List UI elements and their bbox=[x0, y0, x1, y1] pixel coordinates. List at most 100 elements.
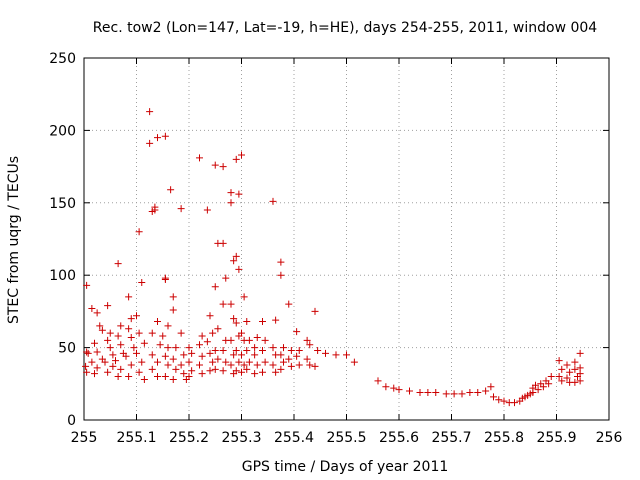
data-point bbox=[251, 370, 259, 378]
data-point bbox=[374, 377, 382, 385]
data-point bbox=[343, 351, 350, 359]
y-tick-label: 50 bbox=[58, 341, 76, 357]
data-point bbox=[277, 351, 285, 359]
data-point bbox=[245, 336, 253, 344]
y-tick-label: 250 bbox=[49, 51, 76, 67]
x-tick-label: 255.4 bbox=[274, 430, 314, 446]
data-point bbox=[140, 339, 148, 347]
data-point bbox=[474, 388, 482, 396]
data-point bbox=[261, 336, 269, 344]
data-point bbox=[238, 351, 245, 359]
data-point bbox=[545, 380, 553, 388]
data-point bbox=[185, 358, 193, 366]
data-point bbox=[295, 346, 303, 354]
data-point bbox=[227, 199, 235, 207]
data-point bbox=[235, 265, 243, 273]
data-point bbox=[529, 388, 537, 396]
data-point bbox=[230, 257, 238, 265]
data-point bbox=[277, 271, 285, 279]
data-point bbox=[222, 358, 230, 366]
data-point bbox=[269, 197, 277, 205]
data-point bbox=[219, 300, 227, 308]
data-point bbox=[280, 358, 287, 366]
data-point bbox=[269, 361, 277, 369]
data-point bbox=[98, 326, 106, 334]
data-point bbox=[109, 362, 117, 370]
data-point bbox=[259, 318, 266, 326]
data-point bbox=[243, 318, 251, 326]
data-point bbox=[167, 186, 175, 194]
data-point bbox=[311, 362, 319, 370]
x-tick-label: 255.1 bbox=[116, 430, 156, 446]
data-point bbox=[206, 367, 214, 375]
data-point bbox=[148, 329, 156, 337]
data-point bbox=[232, 252, 240, 260]
data-point bbox=[159, 332, 167, 340]
data-point bbox=[232, 346, 240, 354]
data-point bbox=[164, 344, 172, 352]
data-point bbox=[272, 368, 280, 376]
y-tick-labels: 0 50 100 150 200 250 bbox=[49, 51, 76, 429]
data-point bbox=[93, 348, 101, 356]
data-point bbox=[314, 346, 322, 354]
data-point bbox=[524, 391, 532, 399]
data-point bbox=[180, 351, 188, 359]
data-point bbox=[219, 367, 227, 375]
data-point bbox=[161, 132, 169, 140]
data-point bbox=[91, 370, 98, 378]
data-point bbox=[114, 332, 122, 340]
x-tick-label: 255.9 bbox=[536, 430, 576, 446]
data-point bbox=[458, 390, 466, 398]
data-point bbox=[490, 393, 497, 401]
data-point bbox=[311, 307, 319, 315]
data-point bbox=[106, 329, 114, 337]
data-point bbox=[196, 341, 203, 349]
data-point bbox=[177, 361, 185, 369]
data-point bbox=[219, 239, 227, 247]
data-point bbox=[571, 378, 579, 386]
data-point bbox=[146, 108, 154, 116]
data-point bbox=[482, 387, 490, 395]
data-point bbox=[109, 351, 117, 359]
data-point bbox=[198, 332, 206, 340]
data-point bbox=[83, 368, 91, 376]
data-point bbox=[277, 365, 285, 373]
data-point bbox=[232, 155, 240, 163]
data-point bbox=[219, 163, 227, 171]
data-point bbox=[154, 318, 161, 326]
data-point bbox=[576, 349, 584, 357]
data-point bbox=[104, 302, 112, 310]
data-point bbox=[259, 346, 266, 354]
data-point bbox=[235, 358, 243, 366]
x-tick-label: 255.7 bbox=[431, 430, 471, 446]
data-point bbox=[251, 344, 259, 352]
data-point bbox=[534, 386, 542, 394]
data-point bbox=[106, 344, 114, 352]
data-point bbox=[180, 370, 188, 378]
data-point bbox=[214, 325, 222, 333]
data-point bbox=[500, 397, 508, 405]
data-point bbox=[211, 161, 219, 169]
data-point bbox=[259, 368, 266, 376]
data-point bbox=[127, 315, 135, 323]
data-point bbox=[130, 344, 138, 352]
data-point bbox=[169, 375, 177, 383]
data-point bbox=[382, 383, 390, 391]
grid-lines bbox=[84, 58, 609, 420]
data-point bbox=[214, 355, 222, 363]
data-point bbox=[227, 189, 235, 197]
data-point bbox=[280, 344, 287, 352]
data-point bbox=[154, 373, 161, 381]
data-point bbox=[563, 374, 571, 382]
data-point bbox=[306, 361, 314, 369]
data-point bbox=[442, 390, 450, 398]
data-point bbox=[198, 370, 206, 378]
data-point bbox=[450, 390, 458, 398]
data-point bbox=[295, 361, 303, 369]
data-point bbox=[566, 368, 574, 376]
data-point bbox=[169, 293, 177, 301]
data-point bbox=[203, 338, 211, 346]
data-point bbox=[93, 309, 101, 317]
data-point bbox=[261, 358, 269, 366]
data-point bbox=[285, 355, 293, 363]
